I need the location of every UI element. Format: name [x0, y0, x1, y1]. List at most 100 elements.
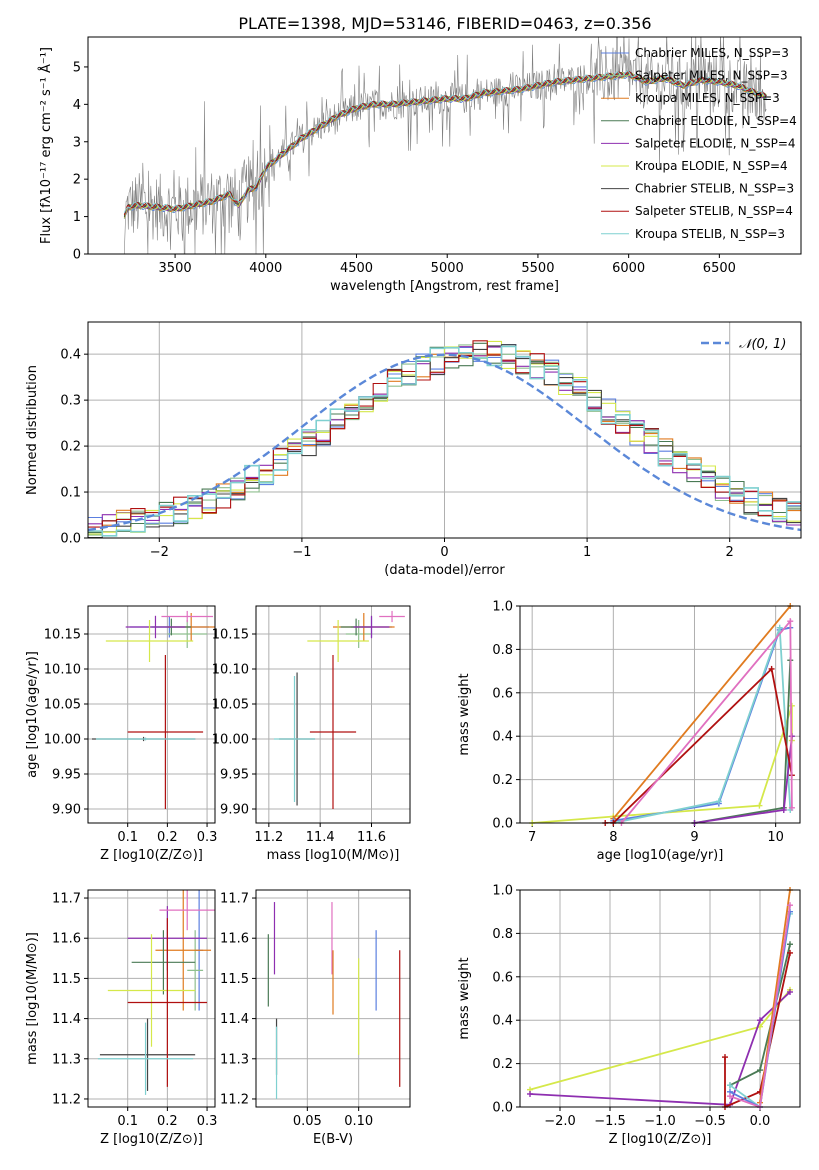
x-tick-label: 6000: [612, 261, 645, 276]
y-tick-label: 1.0: [492, 600, 513, 615]
y-tick-label: 0.4: [60, 348, 81, 363]
y-tick-label: 0.4: [492, 730, 513, 745]
y-tick-label: 11.7: [52, 892, 81, 907]
y-tick-label: 1: [73, 210, 81, 225]
weight-line: [613, 627, 792, 823]
weight-line: [620, 618, 793, 823]
legend-entry: Salpeter ELODIE, N_SSP=4: [635, 136, 796, 150]
x-tick-label: −1.0: [644, 1114, 676, 1129]
panel-spectrum: 3500 4000 4500 5000 5500 6000 6500 0 1 2 3 4 5 wavele…: [38, 36, 802, 294]
x-axis-label: Z [log10(Z/Z⊙)]: [100, 848, 203, 863]
axes-frame: [87, 36, 802, 255]
legend-entry: Chabrier STELIB, N_SSP=3: [635, 182, 794, 196]
y-tick-label: 0.2: [492, 773, 513, 788]
y-tick-label: 2: [73, 173, 81, 188]
x-axis-label: age [log10(age/yr)]: [597, 848, 724, 863]
x-tick-label: −1: [292, 545, 311, 560]
x-tick-label: 1: [583, 545, 591, 560]
x-tick-label: 0.2: [157, 830, 178, 845]
x-tick-label: 4000: [249, 261, 282, 276]
y-tick-label: 11.3: [220, 1052, 249, 1067]
x-tick-label: 11.2: [254, 830, 283, 845]
model-line: [123, 70, 767, 214]
y-tick-label: 4: [73, 98, 81, 113]
y-tick-label: 11.5: [52, 972, 81, 987]
legend-entry: Salpeter MILES, N_SSP=3: [635, 69, 788, 83]
y-tick-label: 0.1: [60, 486, 81, 501]
panel-age_vs_mass: 11.2 11.4 11.6 9.90 9.95 10.00 10.05 10.10 10.15…: [212, 605, 411, 863]
x-tick-label: 0.1: [117, 1114, 138, 1129]
axes-frame: [519, 889, 801, 1108]
figure-title: PLATE=1398, MJD=53146, FIBERID=0463, z=0…: [238, 14, 651, 33]
x-axis-label: mass [log10(M/M⊙)]: [267, 848, 400, 863]
y-tick-label: 0.3: [60, 394, 81, 409]
y-tick-label: 11.5: [220, 972, 249, 987]
x-tick-label: −2.0: [544, 1114, 576, 1129]
y-tick-label: 9.90: [220, 803, 249, 818]
x-tick-label: 11.4: [306, 830, 335, 845]
axes-frame: [87, 321, 802, 539]
panel-mass_vs_ebv: 0.05 0.10 11.2 11.3 11.4 11.5 11.6 11.7 E(B-V): [220, 889, 411, 1147]
x-axis-label: E(B-V): [313, 1132, 353, 1147]
x-tick-label: 0.10: [344, 1114, 373, 1129]
y-tick-label: 9.95: [52, 768, 81, 783]
axes-frame: [87, 605, 216, 824]
x-tick-label: 2: [726, 545, 734, 560]
panel-mass_vs_Z: 0.1 0.2 0.3 11.2 11.3 11.4 11.5 11.6 11.7 Z [log1…: [25, 889, 218, 1147]
y-tick-label: 11.6: [52, 932, 81, 947]
y-tick-label: 0.8: [492, 643, 513, 658]
y-tick-label: 11.2: [220, 1092, 249, 1107]
y-axis-label: Flux [fλ10⁻¹⁷ erg cm⁻² s⁻¹ Å⁻¹]: [38, 47, 54, 244]
panel-age_vs_Z: 0.1 0.2 0.3 9.90 9.95 10.00 10.05 10.10 10.15 Z […: [25, 605, 217, 863]
y-axis-label: mass weight: [457, 957, 472, 1039]
x-tick-label: 0.3: [197, 1114, 218, 1129]
x-tick-label: 4500: [340, 261, 373, 276]
x-tick-label: −0.5: [694, 1114, 726, 1129]
charts: 3500 4000 4500 5000 5500 6000 6500 0 1 2 3 4 5 wavele…: [25, 36, 802, 1147]
axes-frame: [255, 889, 411, 1108]
axes-frame: [255, 605, 411, 824]
x-tick-label: 8: [609, 830, 617, 845]
axes-frame: [519, 605, 801, 824]
y-tick-label: 0.0: [492, 817, 513, 832]
x-tick-label: 0.2: [157, 1114, 178, 1129]
y-tick-label: 11.7: [220, 892, 249, 907]
y-tick-label: 10.05: [44, 698, 81, 713]
y-axis-label: mass weight: [457, 673, 472, 755]
y-tick-label: 0.6: [492, 686, 513, 701]
y-tick-label: 11.3: [52, 1052, 81, 1067]
panel-weight_vs_Z: −2.0 −1.5 −1.0 −0.5 0.0 0.0 0.2 0.4 0.6 0.8 1.0 Z […: [457, 884, 801, 1147]
x-tick-label: 5000: [431, 261, 464, 276]
y-tick-label: 11.6: [220, 932, 249, 947]
x-tick-label: −2: [150, 545, 169, 560]
observed-spectrum: [123, 37, 767, 254]
y-axis-label: mass [log10(M/M⊙)]: [25, 932, 40, 1065]
y-axis-label: age [log10(age/yr)]: [25, 651, 40, 778]
histogram-step: [88, 345, 801, 537]
normal-curve: [88, 353, 801, 532]
y-tick-label: 10.10: [212, 663, 249, 678]
y-tick-label: 0.2: [60, 440, 81, 455]
y-tick-label: 10.15: [44, 628, 81, 643]
legend-entry: Salpeter STELIB, N_SSP=4: [635, 204, 793, 218]
y-tick-label: 9.95: [220, 768, 249, 783]
x-tick-label: 10: [767, 830, 784, 845]
weight-line: [612, 606, 791, 820]
y-tick-label: 0: [73, 248, 81, 263]
x-tick-label: 7: [528, 830, 536, 845]
x-tick-label: 0.0: [750, 1114, 771, 1129]
y-tick-label: 10.15: [212, 628, 249, 643]
y-tick-label: 11.2: [52, 1092, 81, 1107]
x-tick-label: 0.1: [117, 830, 138, 845]
y-tick-label: 9.90: [52, 803, 81, 818]
y-tick-label: 10.00: [44, 733, 81, 748]
legend-entry: 𝒩(0, 1): [739, 337, 786, 352]
y-tick-label: 10.00: [212, 733, 249, 748]
y-tick-label: 10.10: [44, 663, 81, 678]
y-tick-label: 1.0: [492, 884, 513, 899]
weight-line: [729, 905, 791, 1107]
x-axis-label: wavelength [Angstrom, rest frame]: [330, 279, 559, 294]
legend: Chabrier MILES, N_SSP=3 Salpeter MILES, N…: [601, 46, 797, 241]
histogram-step: [88, 340, 801, 528]
